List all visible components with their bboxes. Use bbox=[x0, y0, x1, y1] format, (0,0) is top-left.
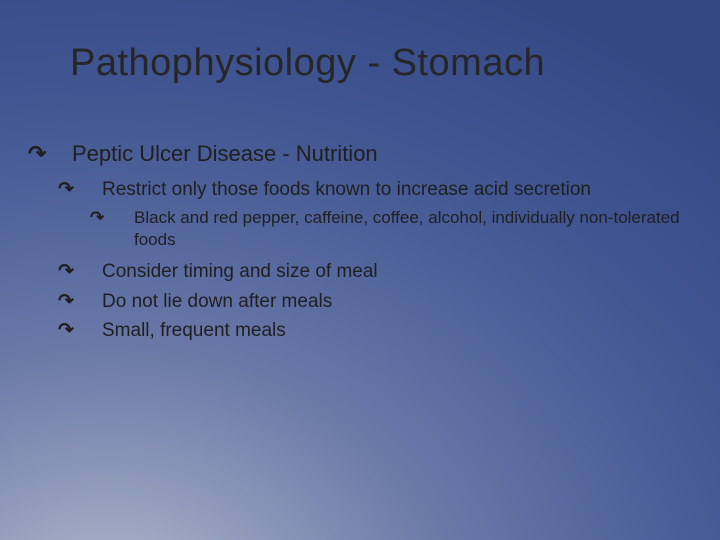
bullet-icon: ↷ bbox=[50, 140, 72, 168]
slide-title: Pathophysiology - Stomach bbox=[70, 42, 545, 85]
bullet-icon: ↷ bbox=[80, 178, 102, 202]
bullet-icon: ↷ bbox=[80, 319, 102, 343]
list-item: ↷Do not lie down after meals bbox=[80, 290, 680, 314]
list-item: ↷Peptic Ulcer Disease - Nutrition bbox=[50, 140, 680, 168]
list-item: ↷Black and red pepper, caffeine, coffee,… bbox=[112, 207, 680, 250]
item-text: Peptic Ulcer Disease - Nutrition bbox=[72, 141, 378, 166]
item-text: Do not lie down after meals bbox=[102, 291, 332, 312]
bullet-icon: ↷ bbox=[112, 207, 134, 228]
bullet-icon: ↷ bbox=[80, 260, 102, 284]
list-item: ↷Small, frequent meals bbox=[80, 319, 680, 343]
item-text: Restrict only those foods known to incre… bbox=[102, 179, 591, 200]
bullet-icon: ↷ bbox=[80, 290, 102, 314]
item-text: Black and red pepper, caffeine, coffee, … bbox=[134, 208, 680, 248]
item-text: Small, frequent meals bbox=[102, 320, 286, 341]
item-text: Consider timing and size of meal bbox=[102, 261, 378, 282]
slide: Pathophysiology - Stomach ↷Peptic Ulcer … bbox=[0, 0, 720, 540]
list-item: ↷Consider timing and size of meal bbox=[80, 260, 680, 284]
slide-content: ↷Peptic Ulcer Disease - Nutrition ↷Restr… bbox=[50, 140, 680, 349]
list-item: ↷Restrict only those foods known to incr… bbox=[80, 178, 680, 202]
